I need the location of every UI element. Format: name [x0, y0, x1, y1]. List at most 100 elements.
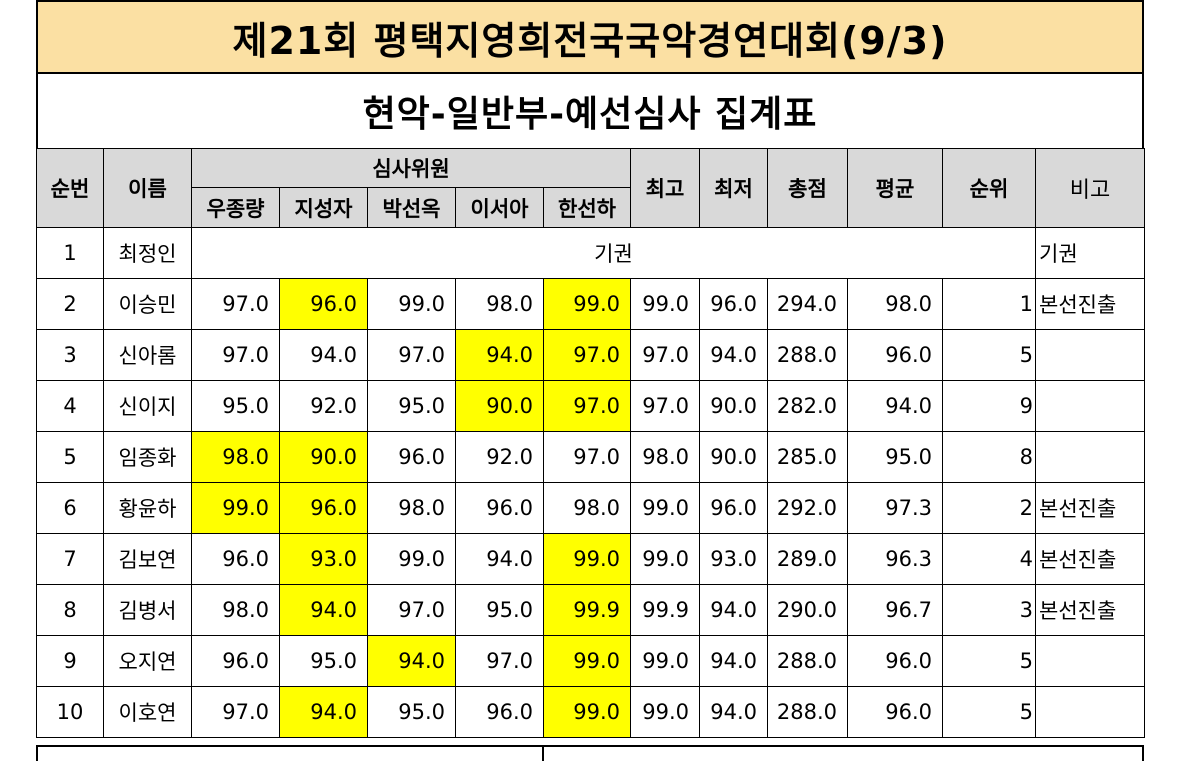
table-row: 2 이승민 97.0 96.0 99.0 98.0 99.0 99.0 96.0 294.0 98.… — [36, 278, 1145, 330]
cell-judge-score: 97.0 — [191, 686, 280, 738]
table-row-forfeit: 1 최정인 기권 기권 — [36, 227, 1145, 279]
cell-judge-score: 98.0 — [455, 278, 544, 330]
cell-judge-score: 94.0 — [279, 329, 368, 381]
cell-no: 2 — [36, 278, 104, 330]
sheet-subtitle: 현악-일반부-예선심사 집계표 — [362, 94, 818, 135]
table-header: 순번 이름 심사위원 최고 최저 총점 평균 순위 비고 우종량 지성자 박선옥… — [36, 148, 1145, 228]
cell-total: 289.0 — [767, 533, 848, 585]
cell-judge-score: 97.0 — [191, 278, 280, 330]
contest-title: 제21회 평택지영희전국국악경연대회(9/3) — [232, 18, 948, 63]
cell-judge-score: 99.0 — [543, 533, 631, 585]
cell-total: 288.0 — [767, 329, 848, 381]
cell-judge-score: 92.0 — [455, 431, 544, 483]
cell-name: 황윤하 — [103, 482, 192, 534]
cell-judge-score: 95.0 — [191, 380, 280, 432]
score-table: 순번 이름 심사위원 최고 최저 총점 평균 순위 비고 우종량 지성자 박선옥… — [36, 148, 1145, 738]
cell-judge-score: 90.0 — [279, 431, 368, 483]
cell-judge-score: 96.0 — [279, 482, 368, 534]
cell-rank: 8 — [942, 431, 1036, 483]
cell-forfeit-status: 기권 — [191, 227, 1036, 279]
subtitle-bar: 현악-일반부-예선심사 집계표 — [36, 72, 1144, 150]
cell-no: 7 — [36, 533, 104, 585]
cell-judge-score: 98.0 — [191, 431, 280, 483]
cell-note: 본선진출 — [1035, 482, 1145, 534]
cell-total: 282.0 — [767, 380, 848, 432]
cell-max: 99.0 — [630, 482, 700, 534]
cell-max: 97.0 — [630, 380, 700, 432]
cell-no: 9 — [36, 635, 104, 687]
cell-name: 신아롬 — [103, 329, 192, 381]
header-judge: 한선하 — [543, 187, 631, 228]
cell-min: 93.0 — [699, 533, 768, 585]
cell-max: 99.9 — [630, 584, 700, 636]
table-row: 4 신이지 95.0 92.0 95.0 90.0 97.0 97.0 90.0 282.0 94.… — [36, 380, 1145, 432]
cell-total: 288.0 — [767, 686, 848, 738]
cell-rank: 1 — [942, 278, 1036, 330]
cell-avg: 98.0 — [847, 278, 943, 330]
header-max: 최고 — [630, 148, 700, 228]
cell-judge-score: 97.0 — [543, 380, 631, 432]
header-no: 순번 — [36, 148, 104, 228]
cell-judge-score: 94.0 — [367, 635, 456, 687]
footer-divider — [542, 745, 544, 761]
cell-note: 기권 — [1035, 227, 1145, 279]
cell-judge-score: 99.0 — [191, 482, 280, 534]
cell-name: 이승민 — [103, 278, 192, 330]
cell-note: 본선진출 — [1035, 278, 1145, 330]
header-judge: 우종량 — [191, 187, 280, 228]
cell-judge-score: 99.9 — [543, 584, 631, 636]
cell-min: 96.0 — [699, 278, 768, 330]
cell-judge-score: 99.0 — [543, 686, 631, 738]
cell-judge-score: 98.0 — [191, 584, 280, 636]
cell-judge-score: 99.0 — [367, 278, 456, 330]
cell-note — [1035, 686, 1145, 738]
cell-total: 285.0 — [767, 431, 848, 483]
cell-judge-score: 98.0 — [543, 482, 631, 534]
cell-no: 10 — [36, 686, 104, 738]
cell-judge-score: 96.0 — [191, 533, 280, 585]
header-judge: 박선옥 — [367, 187, 456, 228]
cell-name: 신이지 — [103, 380, 192, 432]
cell-judge-score: 94.0 — [279, 584, 368, 636]
cell-total: 294.0 — [767, 278, 848, 330]
cell-judge-score: 95.0 — [367, 380, 456, 432]
table-row: 8 김병서 98.0 94.0 97.0 95.0 99.9 99.9 94.0 290.0 96.… — [36, 584, 1145, 636]
cell-rank: 5 — [942, 329, 1036, 381]
cell-min: 94.0 — [699, 329, 768, 381]
cell-name: 김보연 — [103, 533, 192, 585]
cell-min: 90.0 — [699, 380, 768, 432]
cell-judge-score: 90.0 — [455, 380, 544, 432]
cell-name: 임종화 — [103, 431, 192, 483]
cell-max: 97.0 — [630, 329, 700, 381]
cell-total: 292.0 — [767, 482, 848, 534]
header-min: 최저 — [699, 148, 768, 228]
table-row: 6 황윤하 99.0 96.0 98.0 96.0 98.0 99.0 96.0 292.0 97.… — [36, 482, 1145, 534]
cell-judge-score: 96.0 — [455, 686, 544, 738]
cell-rank: 3 — [942, 584, 1036, 636]
table-row: 5 임종화 98.0 90.0 96.0 92.0 97.0 98.0 90.0 285.0 95.… — [36, 431, 1145, 483]
cell-judge-score: 94.0 — [455, 329, 544, 381]
cell-judge-score: 92.0 — [279, 380, 368, 432]
cell-max: 99.0 — [630, 278, 700, 330]
cell-note — [1035, 431, 1145, 483]
cell-no: 6 — [36, 482, 104, 534]
header-name: 이름 — [103, 148, 192, 228]
cell-note — [1035, 380, 1145, 432]
cell-rank: 9 — [942, 380, 1036, 432]
cell-max: 99.0 — [630, 686, 700, 738]
cell-rank: 4 — [942, 533, 1036, 585]
cell-no: 1 — [36, 227, 104, 279]
cell-total: 290.0 — [767, 584, 848, 636]
cell-min: 90.0 — [699, 431, 768, 483]
cell-avg: 97.3 — [847, 482, 943, 534]
footer-strip — [36, 745, 1144, 761]
cell-max: 99.0 — [630, 635, 700, 687]
cell-note — [1035, 329, 1145, 381]
header-total: 총점 — [767, 148, 848, 228]
cell-note — [1035, 635, 1145, 687]
cell-judge-score: 97.0 — [191, 329, 280, 381]
table-row: 7 김보연 96.0 93.0 99.0 94.0 99.0 99.0 93.0 289.0 96.… — [36, 533, 1145, 585]
cell-no: 5 — [36, 431, 104, 483]
header-note: 비고 — [1035, 148, 1145, 228]
cell-min: 94.0 — [699, 584, 768, 636]
